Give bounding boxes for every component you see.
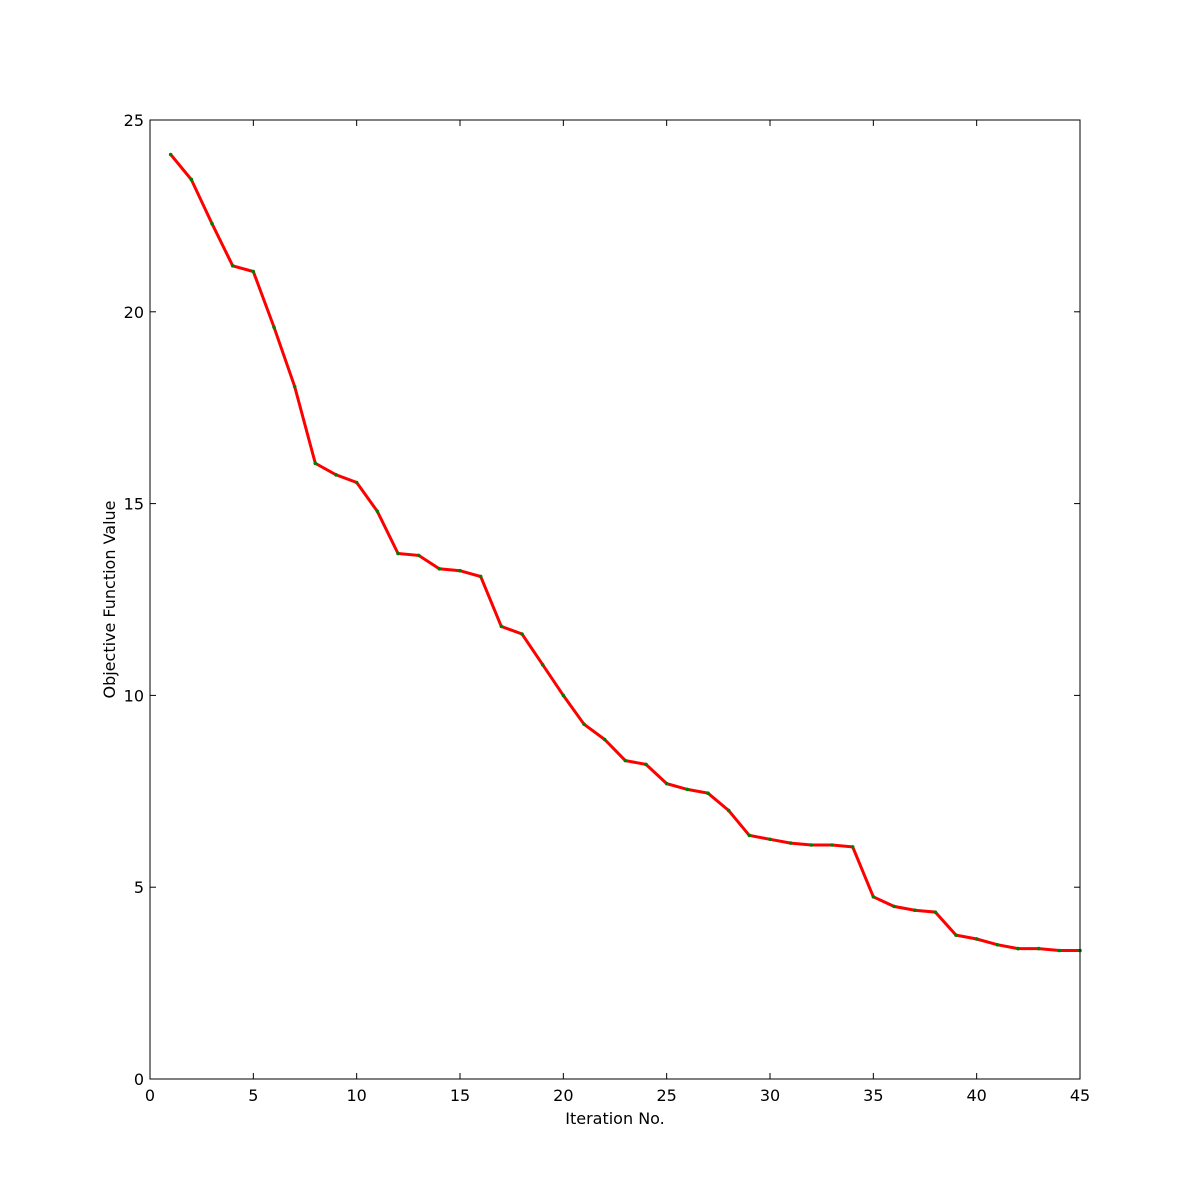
- data-point: [850, 845, 855, 849]
- data-point: [437, 567, 442, 571]
- data-point: [974, 937, 979, 941]
- y-axis-label: Objective Function Value: [100, 500, 119, 698]
- data-point: [664, 781, 669, 786]
- data-point: [1057, 948, 1062, 953]
- x-axis: 0 5 10 15 20 25 30 35 40 45: [145, 120, 1090, 1105]
- y-tick-label: 0: [134, 1070, 144, 1089]
- data-point: [623, 758, 628, 763]
- data-point: [768, 837, 772, 842]
- data-point: [892, 904, 896, 909]
- data-point: [251, 269, 256, 274]
- data-point: [726, 808, 731, 813]
- x-tick-label: 20: [553, 1086, 573, 1105]
- data-point: [582, 722, 586, 726]
- data-point: [809, 843, 814, 847]
- x-tick-label: 30: [760, 1086, 780, 1105]
- y-tick-label: 10: [124, 686, 144, 705]
- data-point: [168, 152, 173, 157]
- data-point: [912, 908, 917, 913]
- data-point: [416, 553, 421, 558]
- data-point: [520, 632, 524, 636]
- data-point: [313, 461, 318, 466]
- data-point: [272, 325, 276, 329]
- x-axis-label: Iteration No.: [565, 1109, 665, 1128]
- x-tick-label: 45: [1070, 1086, 1090, 1105]
- data-point: [644, 762, 648, 767]
- x-tick-label: 40: [966, 1086, 986, 1105]
- data-point: [706, 791, 710, 796]
- data-point: [602, 737, 607, 742]
- data-point: [334, 473, 338, 477]
- x-tick-label: 10: [346, 1086, 366, 1105]
- y-tick-label: 5: [134, 878, 144, 897]
- data-point: [933, 910, 938, 914]
- data-point: [292, 384, 297, 389]
- data-point: [540, 662, 545, 667]
- plot-frame: [149, 119, 1081, 1080]
- data-point: [1036, 946, 1041, 951]
- data-point: [1016, 946, 1020, 951]
- data-point: [747, 833, 752, 838]
- data-point: [561, 693, 566, 698]
- x-tick-label: 5: [248, 1086, 258, 1105]
- data-point: [230, 263, 235, 268]
- series-line: [169, 153, 1080, 952]
- y-axis: 0 5 10 15 20 25: [124, 111, 1080, 1089]
- x-tick-label: 35: [863, 1086, 883, 1105]
- data-point: [685, 787, 690, 792]
- data-point: [396, 551, 400, 556]
- data-point: [499, 624, 504, 629]
- series-markers: [168, 152, 1082, 953]
- data-point: [354, 480, 359, 485]
- data-point: [830, 843, 834, 847]
- x-tick-label: 25: [656, 1086, 676, 1105]
- y-tick-label: 25: [124, 111, 144, 130]
- x-tick-label: 0: [145, 1086, 155, 1105]
- data-point: [375, 509, 380, 514]
- data-point: [478, 574, 483, 579]
- y-tick-label: 20: [124, 303, 144, 322]
- data-point: [210, 221, 214, 226]
- data-point: [458, 568, 462, 573]
- y-tick-label: 15: [124, 495, 144, 514]
- data-point: [189, 177, 194, 182]
- data-point: [788, 841, 793, 845]
- data-point: [995, 942, 1000, 947]
- x-tick-label: 15: [450, 1086, 470, 1105]
- data-point: [954, 933, 958, 937]
- data-point: [871, 894, 876, 899]
